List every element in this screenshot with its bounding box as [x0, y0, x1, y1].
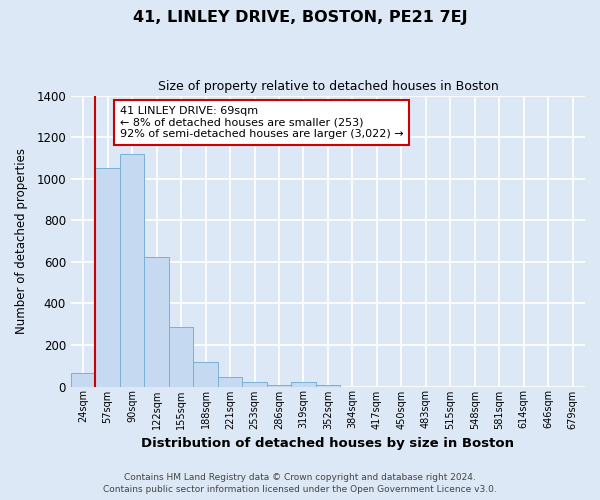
Bar — [71, 373, 95, 386]
Bar — [193, 362, 218, 386]
Bar — [145, 256, 169, 386]
Text: 41, LINLEY DRIVE, BOSTON, PE21 7EJ: 41, LINLEY DRIVE, BOSTON, PE21 7EJ — [133, 10, 467, 25]
Bar — [120, 154, 145, 386]
Title: Size of property relative to detached houses in Boston: Size of property relative to detached ho… — [158, 80, 499, 93]
Bar — [218, 377, 242, 386]
Bar — [169, 328, 193, 386]
Y-axis label: Number of detached properties: Number of detached properties — [15, 148, 28, 334]
Bar — [242, 382, 267, 386]
Text: 41 LINLEY DRIVE: 69sqm
← 8% of detached houses are smaller (253)
92% of semi-det: 41 LINLEY DRIVE: 69sqm ← 8% of detached … — [120, 106, 404, 139]
Text: Contains HM Land Registry data © Crown copyright and database right 2024.
Contai: Contains HM Land Registry data © Crown c… — [103, 472, 497, 494]
X-axis label: Distribution of detached houses by size in Boston: Distribution of detached houses by size … — [142, 437, 514, 450]
Bar — [95, 168, 120, 386]
Bar — [291, 382, 316, 386]
